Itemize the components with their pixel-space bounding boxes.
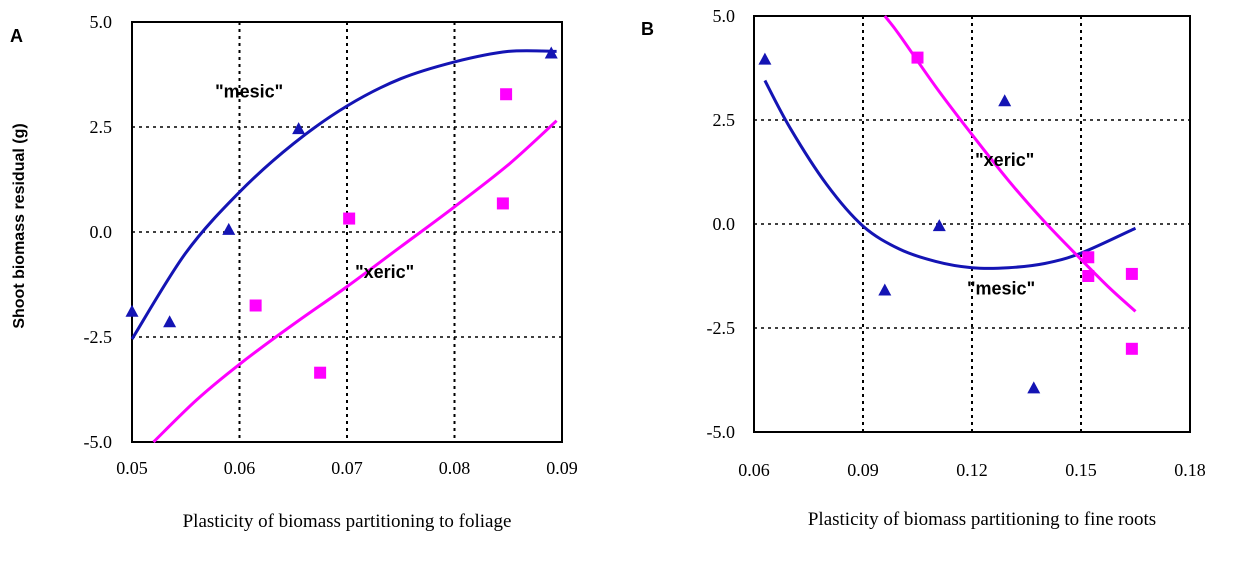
panel-b-square-point [911,51,924,64]
panel-a-square-point [314,366,327,379]
panel-a-triangle-point [292,122,306,135]
panel-a-x-axis-label: Plasticity of biomass partitioning to fo… [183,511,512,532]
panel-a-triangle-fit-line [130,49,557,340]
panel-b-y-tick-label: 0.0 [713,214,736,234]
panel-b-x-tick-label: 0.15 [1065,460,1097,480]
panel-b-annotations: "xeric" "mesic" [967,150,1035,299]
panel-b-square-point [1082,270,1095,282]
panel-a-square-fit-line [152,119,558,444]
panel-a-label: A [10,26,23,46]
panel-a-data-points [125,46,558,379]
panel-a-grid [132,22,562,442]
panel-b-label: B [641,19,654,39]
panel-b-y-tick-label: -2.5 [707,318,736,338]
panel-b-x-tick-label: 0.06 [738,460,770,480]
panel-a-annotations: "mesic" "xeric" [215,82,414,283]
panel-a-y-axis-label: Shoot biomass residual (g) [11,123,28,328]
panel-a-tick-labels: 0.05 0.06 0.07 0.08 0.09 -5.0 -2.5 0.0 2.5 5.0 [84,12,578,478]
panel-b-square-point [1125,342,1138,355]
panel-a-x-tick-label: 0.07 [331,458,363,478]
panel-a-triangle-point [125,304,139,317]
panel-a-triangle-point [222,222,236,235]
panel-b-data-points [758,51,1138,394]
panel-a-y-tick-label: -5.0 [84,432,113,452]
panel-a: A Shoot biomass residual (g) 0.05 0.06 0.0… [10,12,578,532]
panel-a-y-tick-label: 5.0 [90,12,113,32]
panel-b-x-tick-label: 0.09 [847,460,879,480]
panel-b-x-tick-label: 0.18 [1174,460,1206,480]
panel-b-triangle-point [1027,381,1041,394]
panel-b-square-point [1125,267,1138,280]
panel-a-square-point [496,197,509,210]
panel-a-y-tick-label: -2.5 [84,327,113,347]
panel-a-y-tick-label: 0.0 [90,222,113,242]
panel-a-square-point [500,88,513,101]
panel-b-square-point [1082,251,1095,264]
panel-a-x-tick-label: 0.05 [116,458,148,478]
panel-a-y-tick-label: 2.5 [90,117,113,137]
panel-b-y-tick-label: -5.0 [707,422,736,442]
panel-a-x-tick-label: 0.08 [439,458,471,478]
panel-a-square-point [249,299,262,312]
panel-b-x-axis-label: Plasticity of biomass partitioning to fi… [808,509,1156,530]
panel-b-fit-lines [763,15,1137,313]
panel-a-annotation-1: "xeric" [355,262,414,282]
panel-b-x-tick-label: 0.12 [956,460,988,480]
panel-a-x-tick-label: 0.06 [224,458,256,478]
panel-b-triangle-point [758,52,772,65]
panel-b-triangle-point [878,283,892,296]
panel-b-y-tick-label: 2.5 [713,110,736,130]
panel-b-square-fit-line [883,15,1137,313]
panel-b-y-tick-label: 5.0 [713,6,736,26]
panel-a-triangle-point [544,46,558,59]
panel-b-tick-labels: 0.06 0.09 0.12 0.15 0.18 -5.0 -2.5 0.0 2.5 5.0 [707,6,1206,480]
panel-b-annotation-0: "xeric" [975,150,1034,170]
panel-a-square-point [343,212,356,225]
panel-a-annotation-0: "mesic" [215,82,283,102]
panel-a-fit-lines [130,49,558,444]
panel-b-triangle-point [932,219,946,232]
panel-b: B 0.06 0.09 0.12 0.15 0.18-5.0-2.50.02.55.0 … [641,6,1206,530]
panel-b-triangle-point [998,94,1012,107]
panel-b-triangle-fit-line [763,79,1137,270]
panel-a-triangle-point [163,315,177,328]
panel-b-grid [754,16,1190,432]
panel-b-annotation-1: "mesic" [967,279,1035,299]
panel-a-x-tick-label: 0.09 [546,458,578,478]
